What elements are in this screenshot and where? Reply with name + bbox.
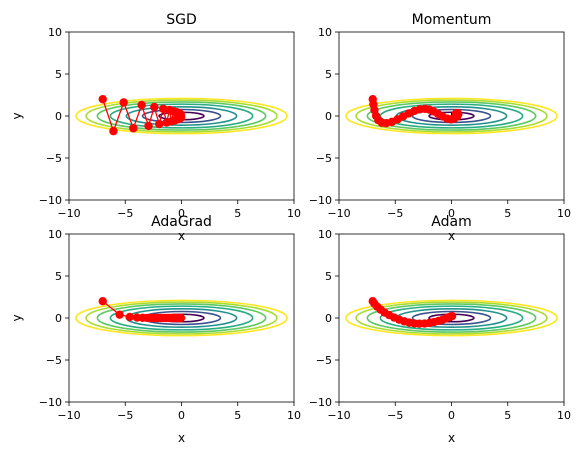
path-point	[155, 119, 164, 129]
path-point	[98, 297, 107, 306]
subplot-title: Adam	[431, 214, 471, 230]
path-point	[451, 109, 461, 118]
x-tick-label: −10	[57, 207, 80, 220]
y-tick-label: −10	[39, 396, 62, 409]
path-point	[144, 121, 153, 131]
x-tick-label: −5	[387, 409, 403, 422]
contour-level-7	[345, 299, 558, 337]
subplot-sgd: + −10−10 −5 −5 0 0 5 5 10 10 x y SGD	[10, 12, 301, 243]
path-point	[176, 113, 186, 122]
contour-level-4	[109, 103, 254, 129]
y-tick-label: 10	[318, 26, 332, 39]
y-tick-label: −10	[309, 396, 332, 409]
path-point	[115, 310, 124, 319]
x-tick-label: 0	[178, 207, 185, 220]
y-tick-label: 5	[325, 270, 332, 283]
x-axis-label: x	[448, 229, 455, 243]
path-point	[176, 313, 186, 323]
y-tick-label: −5	[46, 152, 62, 165]
contour-level-2	[141, 108, 222, 124]
y-axis-label: y	[10, 112, 24, 119]
contour-level-4	[109, 305, 254, 331]
y-tick-label: 5	[55, 270, 62, 283]
y-tick-label: −10	[309, 194, 332, 207]
x-tick-label: 5	[234, 207, 241, 220]
x-tick-label: −5	[387, 207, 403, 220]
x-axis-label: x	[178, 229, 185, 243]
contour-level-7	[75, 97, 288, 135]
path-point	[129, 124, 138, 133]
contour-level-3	[125, 105, 238, 127]
contour-level-6	[355, 99, 548, 133]
y-tick-label: −10	[39, 194, 62, 207]
x-axis-label: x	[178, 431, 185, 445]
plot-area: +	[75, 297, 288, 337]
x-tick-label: 0	[448, 207, 455, 220]
x-tick-label: 10	[287, 409, 301, 422]
x-tick-label: 0	[448, 409, 455, 422]
x-tick-label: −5	[117, 207, 133, 220]
x-tick-label: 10	[557, 207, 571, 220]
x-tick-label: 5	[234, 409, 241, 422]
path-point	[150, 102, 159, 112]
contour-level-5	[96, 101, 267, 131]
x-tick-label: −10	[327, 409, 350, 422]
plot-area: +	[75, 95, 288, 136]
subplot-title: AdaGrad	[151, 214, 212, 230]
y-tick-label: 10	[318, 228, 332, 241]
y-tick-label: 10	[48, 228, 62, 241]
contour-level-7	[75, 299, 288, 337]
contour-level-6	[355, 301, 548, 335]
path-point	[447, 311, 457, 321]
contour-level-4	[379, 103, 524, 129]
path-point	[125, 312, 134, 322]
contour-level-6	[85, 301, 278, 335]
plot-area: +	[345, 297, 558, 337]
y-axis-label: y	[10, 314, 24, 321]
y-tick-label: −5	[46, 354, 62, 367]
y-tick-label: 0	[325, 110, 332, 123]
subplot-title: SGD	[166, 12, 197, 28]
y-tick-label: 10	[48, 26, 62, 39]
x-tick-label: 0	[178, 409, 185, 422]
x-tick-label: 5	[504, 409, 511, 422]
y-tick-label: 0	[55, 110, 62, 123]
x-tick-label: 10	[287, 207, 301, 220]
y-tick-label: −5	[316, 152, 332, 165]
subplot-momentum: + −10−10 −5 −5 0 0 5 5 10 10 x Momentum	[309, 12, 571, 243]
contour-level-5	[366, 303, 537, 333]
contour-level-5	[96, 303, 267, 333]
y-tick-label: 5	[325, 68, 332, 81]
path-point	[109, 126, 118, 136]
x-tick-label: 10	[557, 409, 571, 422]
x-tick-label: −5	[117, 409, 133, 422]
y-tick-label: −5	[316, 354, 332, 367]
contour-level-7	[345, 97, 558, 135]
plot-area: +	[345, 95, 558, 135]
contour-level-4	[379, 305, 524, 331]
x-tick-label: 5	[504, 207, 511, 220]
contour-level-6	[85, 99, 278, 133]
path-point	[119, 98, 128, 107]
x-tick-label: −10	[327, 207, 350, 220]
subplot-title: Momentum	[412, 12, 492, 28]
contour-level-5	[366, 101, 537, 131]
path-point	[137, 100, 146, 110]
y-tick-label: 0	[55, 312, 62, 325]
y-tick-label: 5	[55, 68, 62, 81]
subplot-adagrad: + −10−10 −5 −5 0 0 5 5 10 10 x y AdaGrad	[10, 214, 301, 445]
y-tick-label: 0	[325, 312, 332, 325]
path-point	[98, 95, 107, 104]
x-axis-label: x	[448, 431, 455, 445]
contour-level-2	[411, 310, 492, 326]
x-tick-label: −10	[57, 409, 80, 422]
